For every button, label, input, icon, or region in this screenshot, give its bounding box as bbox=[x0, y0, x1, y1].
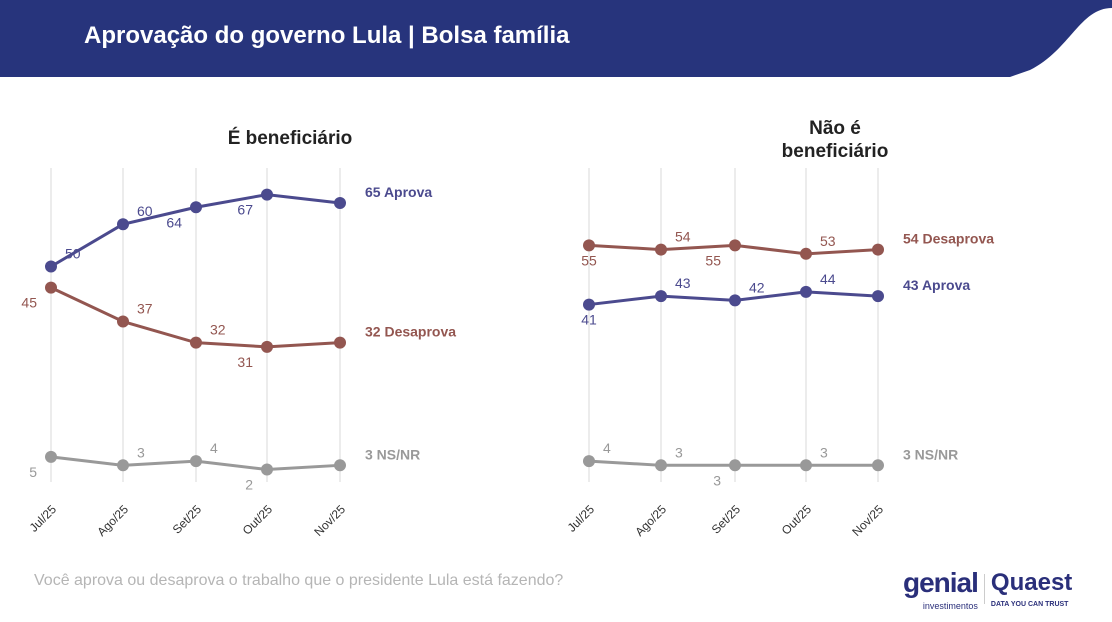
data-point bbox=[117, 218, 129, 231]
question-text: Você aprova ou desaprova o trabalho que … bbox=[34, 572, 564, 589]
data-label: 55 bbox=[705, 252, 721, 268]
x-tick-label: Nov/25 bbox=[311, 502, 348, 539]
data-label: 42 bbox=[749, 279, 765, 295]
data-point bbox=[117, 459, 129, 472]
data-point bbox=[655, 290, 667, 303]
data-label: 2 bbox=[245, 477, 253, 493]
logo-divider bbox=[983, 574, 985, 604]
data-point bbox=[729, 459, 741, 472]
data-label: 44 bbox=[820, 271, 836, 287]
data-label: 5 bbox=[29, 464, 37, 480]
logos: genial investimentos Quaest DATA YOU CAN T… bbox=[903, 566, 1072, 612]
x-tick-label: Nov/25 bbox=[849, 502, 886, 539]
data-point bbox=[261, 188, 273, 201]
data-point bbox=[872, 459, 884, 472]
data-label: 37 bbox=[137, 300, 153, 316]
data-point bbox=[800, 285, 812, 298]
data-label: 55 bbox=[581, 252, 597, 268]
series-end-label: 32 Desaprova bbox=[365, 324, 456, 340]
data-label: 64 bbox=[166, 214, 182, 230]
data-point bbox=[45, 260, 57, 273]
data-label: 4 bbox=[603, 440, 611, 456]
quaest-logo: Quaest DATA YOU CAN TRUST bbox=[991, 568, 1072, 610]
series-end-label: 3 NS/NR bbox=[365, 446, 420, 462]
data-point bbox=[583, 298, 595, 311]
data-point bbox=[729, 239, 741, 252]
x-tick-label: Set/25 bbox=[709, 502, 744, 537]
x-tick-label: Jul/25 bbox=[565, 502, 598, 535]
chart-title-beneficiario: É beneficiário bbox=[227, 128, 353, 149]
genial-logo-text: genial bbox=[903, 567, 979, 598]
data-point bbox=[655, 459, 667, 472]
series-end-label: 65 Aprova bbox=[365, 184, 432, 200]
x-tick-label: Ago/25 bbox=[632, 502, 669, 539]
data-point bbox=[261, 340, 273, 353]
data-point bbox=[872, 290, 884, 303]
data-label: 45 bbox=[21, 295, 37, 311]
data-point bbox=[45, 281, 57, 294]
data-label: 3 bbox=[137, 444, 145, 460]
data-point bbox=[583, 239, 595, 252]
genial-logo: genial investimentos bbox=[903, 566, 979, 612]
data-point bbox=[334, 459, 346, 472]
data-label: 50 bbox=[65, 246, 81, 262]
header-banner bbox=[0, 0, 1112, 77]
data-point bbox=[190, 455, 202, 468]
data-label: 3 bbox=[713, 472, 721, 488]
data-label: 54 bbox=[675, 229, 691, 245]
x-tick-label: Set/25 bbox=[170, 502, 205, 537]
genial-logo-subtext: investimentos bbox=[922, 601, 978, 611]
data-point bbox=[872, 243, 884, 256]
data-point bbox=[261, 463, 273, 476]
x-tick-label: Jul/25 bbox=[27, 502, 60, 535]
data-label: 3 bbox=[675, 444, 683, 460]
x-tick-label: Out/25 bbox=[240, 502, 276, 538]
data-point bbox=[583, 455, 595, 468]
series-end-label: 43 Aprova bbox=[903, 277, 970, 293]
data-label: 32 bbox=[210, 322, 226, 338]
data-point bbox=[334, 336, 346, 349]
data-label: 3 bbox=[820, 444, 828, 460]
x-tick-label: Ago/25 bbox=[94, 502, 131, 539]
data-point bbox=[190, 201, 202, 214]
data-point bbox=[800, 459, 812, 472]
data-point bbox=[334, 197, 346, 210]
x-tick-label: Out/25 bbox=[779, 502, 815, 538]
chart-title-nao-beneficiario: Não é beneficiário bbox=[781, 118, 889, 162]
data-point bbox=[800, 247, 812, 260]
data-point bbox=[729, 294, 741, 307]
data-label: 53 bbox=[820, 233, 836, 249]
data-label: 43 bbox=[675, 275, 691, 291]
data-label: 4 bbox=[210, 440, 218, 456]
data-point bbox=[190, 336, 202, 349]
data-label: 67 bbox=[237, 202, 253, 218]
data-point bbox=[655, 243, 667, 256]
quaest-logo-subtext: DATA YOU CAN TRUST bbox=[990, 601, 1069, 608]
series-end-label: 54 Desaprova bbox=[903, 231, 994, 247]
page-title: Aprovação do governo Lula | Bolsa famíli… bbox=[84, 22, 570, 49]
quaest-logo-text: Quaest bbox=[990, 569, 1073, 596]
data-point bbox=[117, 315, 129, 328]
data-label: 41 bbox=[581, 312, 597, 328]
series-end-label: 3 NS/NR bbox=[903, 446, 958, 462]
data-label: 60 bbox=[137, 203, 153, 219]
data-label: 31 bbox=[237, 354, 253, 370]
data-point bbox=[45, 450, 57, 463]
